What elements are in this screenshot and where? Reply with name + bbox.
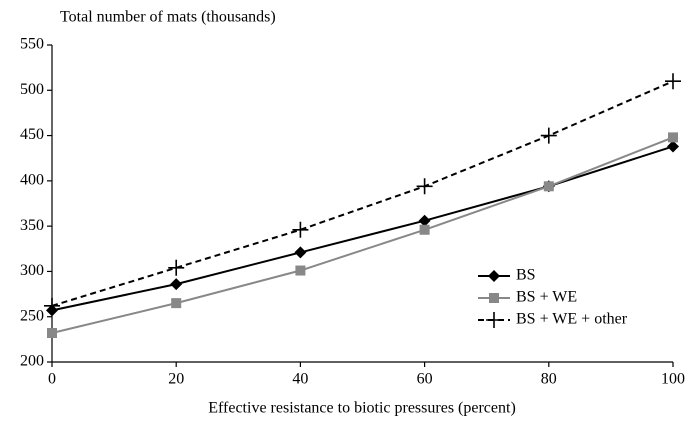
marker-diamond xyxy=(667,140,679,153)
legend-label: BS xyxy=(516,267,536,284)
y-axis-label: Total number of mats (thousands) xyxy=(60,9,276,26)
marker-diamond xyxy=(488,270,500,282)
y-tick-label: 350 xyxy=(20,217,44,234)
x-tick-label: 40 xyxy=(292,371,308,388)
legend-label: BS + WE xyxy=(516,289,577,306)
marker-diamond xyxy=(294,246,307,259)
marker-plus xyxy=(292,221,309,238)
marker-diamond xyxy=(418,214,431,227)
x-tick-label: 80 xyxy=(541,371,557,388)
y-tick-label: 450 xyxy=(20,126,44,143)
series-line xyxy=(51,136,674,334)
marker-square xyxy=(47,328,57,339)
marker-plus xyxy=(44,297,60,314)
legend-label: BS + WE + other xyxy=(516,311,628,328)
y-tick-label: 500 xyxy=(20,81,44,98)
x-tick-label: 20 xyxy=(168,371,184,388)
marker-plus xyxy=(416,178,433,195)
series-line xyxy=(51,80,674,307)
x-axis-label: Effective resistance to biotic pressures… xyxy=(208,400,516,417)
marker-plus xyxy=(168,259,185,276)
marker-square xyxy=(171,298,182,309)
marker-square xyxy=(543,181,554,192)
y-tick-label: 200 xyxy=(20,353,44,370)
x-tick-label: 60 xyxy=(417,371,433,388)
marker-plus xyxy=(540,127,557,144)
y-tick-label: 250 xyxy=(20,307,44,324)
series-line xyxy=(51,145,674,312)
marker-square xyxy=(295,265,306,276)
marker-square xyxy=(668,132,678,143)
marker-diamond xyxy=(170,278,183,291)
y-tick-label: 400 xyxy=(20,172,44,189)
x-tick-label: 100 xyxy=(661,371,685,388)
x-tick-label: 0 xyxy=(48,371,56,388)
marker-plus xyxy=(486,312,502,328)
y-tick-label: 300 xyxy=(20,262,44,279)
marker-plus xyxy=(665,73,681,90)
y-tick-label: 550 xyxy=(20,36,44,53)
marker-square xyxy=(489,293,499,303)
marker-square xyxy=(419,224,430,235)
